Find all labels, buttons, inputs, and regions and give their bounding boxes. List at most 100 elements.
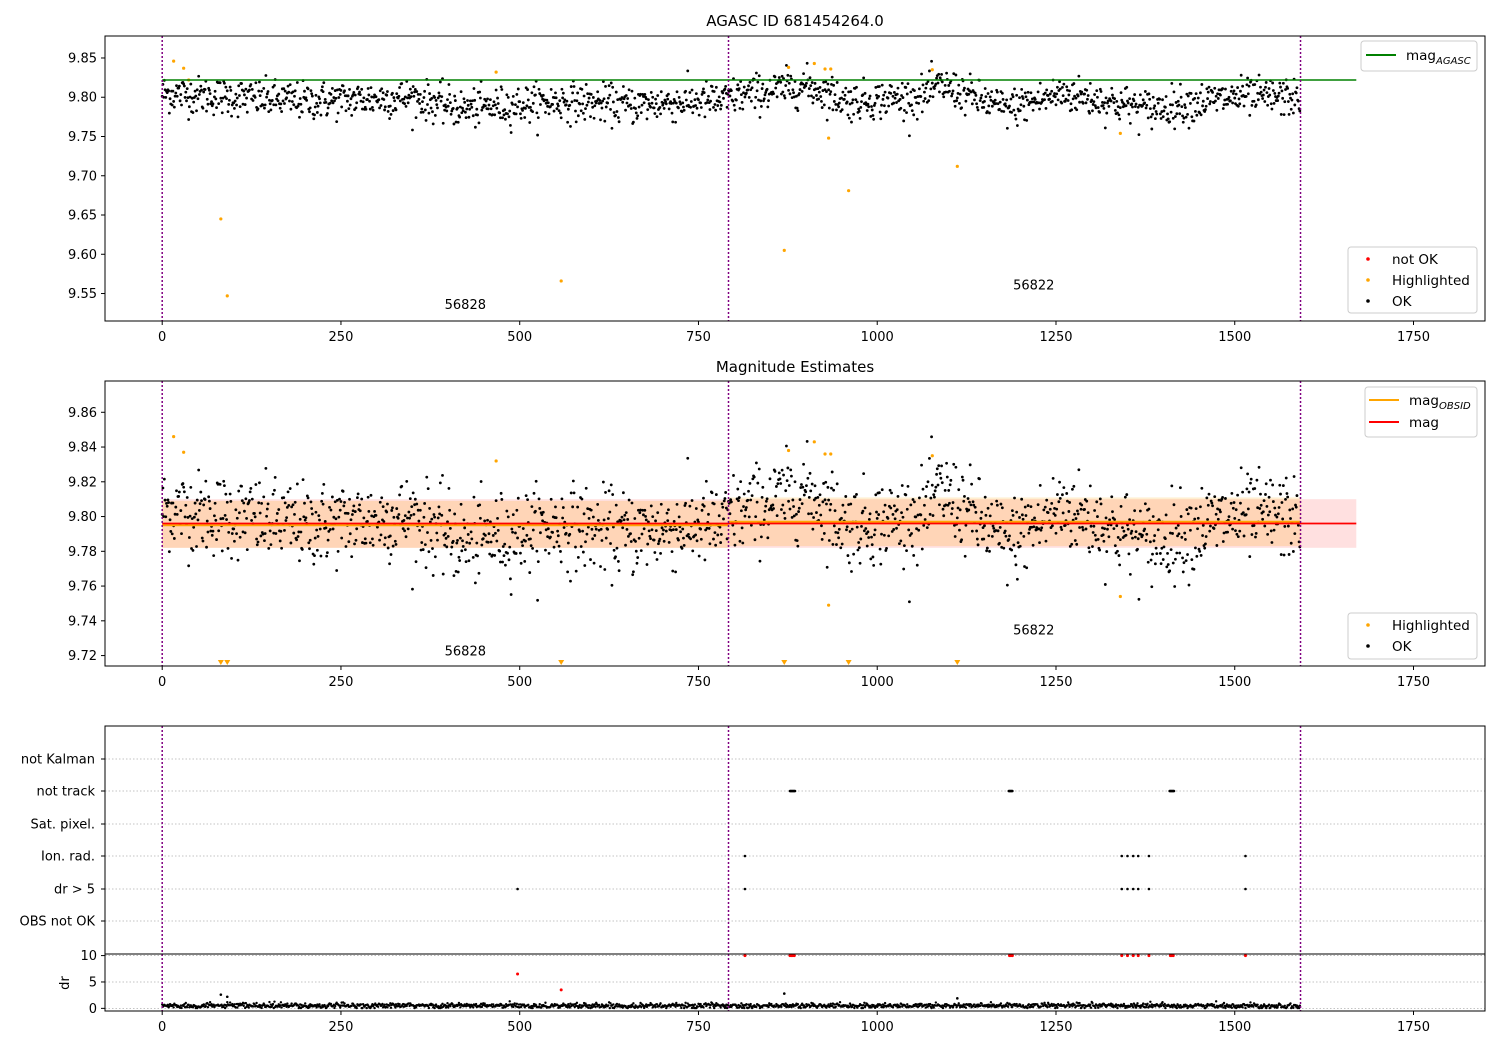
ok-point	[645, 117, 649, 121]
ok-point	[219, 517, 223, 521]
ok-point	[1221, 87, 1224, 90]
ok-point	[318, 527, 322, 531]
ok-point	[820, 106, 824, 109]
ok-point	[406, 101, 410, 105]
ok-point	[637, 105, 641, 109]
ok-point	[351, 93, 355, 97]
ok-point	[970, 529, 974, 533]
ok-point	[835, 108, 838, 112]
ok-point	[418, 508, 422, 512]
ok-point	[1266, 513, 1270, 517]
ok-point	[829, 502, 833, 506]
ok-point	[1276, 512, 1280, 516]
ok-point	[196, 518, 200, 522]
dr-point	[271, 1002, 275, 1006]
ok-point	[283, 528, 286, 532]
ok-point	[1284, 476, 1288, 480]
dr-point	[780, 1005, 783, 1009]
ok-point	[1288, 508, 1292, 512]
ok-point	[883, 90, 887, 94]
ok-point	[848, 102, 852, 106]
ok-point	[1000, 109, 1004, 113]
ok-point	[1093, 533, 1097, 537]
dr-point	[851, 1005, 854, 1009]
ok-point	[555, 107, 559, 111]
ok-point	[1013, 113, 1017, 117]
ok-point	[874, 86, 878, 89]
ok-point	[652, 106, 656, 110]
ok-point	[467, 115, 471, 119]
ok-point	[1254, 531, 1258, 535]
ok-point	[333, 89, 337, 92]
ok-point	[509, 577, 512, 581]
dr-point	[1132, 1006, 1135, 1009]
dr-point	[803, 1004, 806, 1007]
ok-point	[1032, 100, 1036, 104]
ok-point	[1078, 100, 1081, 104]
ok-point	[177, 494, 181, 498]
ok-point	[353, 510, 357, 513]
ok-point	[458, 559, 462, 562]
panel-magnitude-y-axis: 9.729.749.769.789.809.829.849.86	[68, 406, 105, 664]
ok-point	[1020, 88, 1024, 91]
ok-point	[708, 542, 712, 546]
flag-row-label: not Kalman	[21, 753, 95, 768]
ok-point	[1025, 98, 1029, 102]
ok-point	[1296, 523, 1300, 527]
ok-point	[760, 495, 764, 499]
ok-point	[581, 111, 585, 115]
ok-point	[234, 92, 238, 96]
panel-magnitude-frame	[104, 380, 1486, 667]
ok-point	[195, 109, 198, 113]
ok-point	[1215, 544, 1219, 547]
ok-point	[362, 96, 366, 100]
ok-point	[507, 115, 511, 119]
ok-point	[433, 555, 437, 559]
highlighted-point	[786, 65, 791, 70]
dr-point	[451, 1002, 454, 1006]
ok-point	[936, 483, 940, 487]
ok-point	[368, 107, 372, 111]
ok-point	[798, 498, 802, 501]
ok-point	[629, 107, 633, 110]
ok-point	[872, 104, 876, 107]
dr-point	[640, 1005, 643, 1009]
ok-point	[738, 107, 742, 110]
ok-point	[350, 555, 354, 559]
ok-point	[1148, 97, 1152, 101]
ok-point	[928, 69, 931, 73]
ok-point	[818, 86, 822, 89]
dr-point	[1265, 1006, 1268, 1010]
ok-point	[671, 120, 675, 124]
ok-point	[792, 91, 795, 95]
ok-point	[518, 100, 522, 104]
ok-point	[781, 90, 785, 94]
ok-point	[630, 89, 634, 93]
ok-point	[436, 538, 439, 542]
ok-point	[998, 525, 1002, 529]
ok-point	[214, 518, 218, 522]
ok-point	[366, 520, 369, 523]
ok-point	[394, 543, 398, 546]
ok-point	[1235, 532, 1239, 536]
ok-point	[377, 98, 381, 102]
ok-point	[1117, 113, 1121, 117]
ok-point	[1092, 100, 1096, 103]
dr-point	[1079, 1006, 1083, 1010]
ok-point	[353, 93, 357, 97]
ok-point	[606, 527, 610, 531]
ok-point	[1007, 538, 1011, 541]
ok-point	[598, 99, 602, 102]
ok-point	[626, 534, 630, 538]
ok-point	[403, 529, 406, 533]
ok-point	[265, 92, 269, 96]
ok-point	[836, 531, 840, 535]
ok-point	[448, 93, 452, 96]
ok-point	[1128, 518, 1132, 522]
ok-point	[1280, 89, 1284, 93]
ok-point	[289, 107, 293, 111]
ok-point	[895, 508, 899, 512]
ok-point	[1199, 113, 1203, 117]
ok-point	[549, 88, 553, 91]
